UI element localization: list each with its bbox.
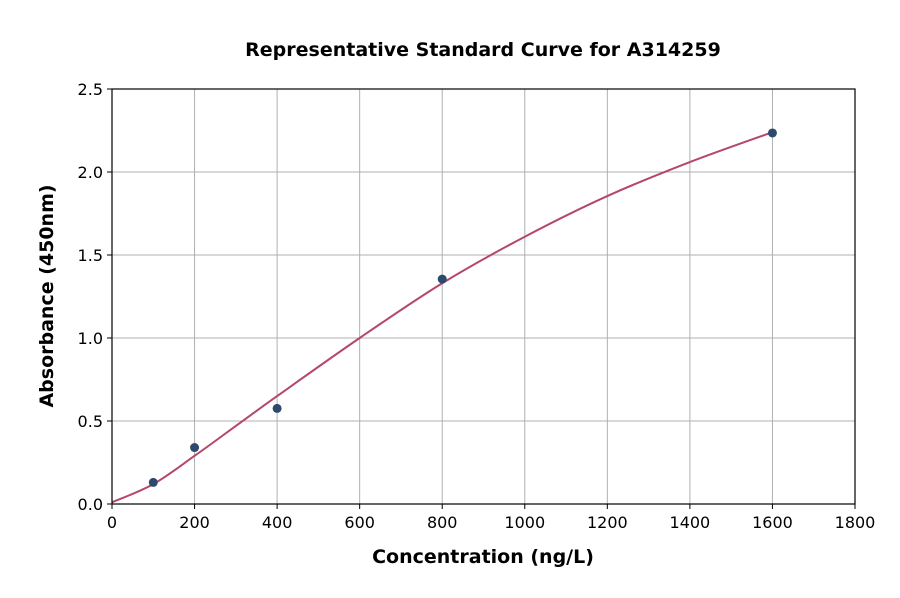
data-point [190, 443, 200, 453]
y-tick-label: 2.5 [78, 80, 103, 99]
x-tick-label: 1400 [670, 513, 711, 532]
x-tick-label: 200 [179, 513, 210, 532]
data-point [767, 128, 777, 138]
x-tick-label: 600 [344, 513, 375, 532]
data-point [148, 477, 158, 487]
chart-title: Representative Standard Curve for A31425… [245, 39, 721, 61]
x-axis-ticks: 0 200 400 600 800 1000 1200 1400 1600 1800 [107, 504, 875, 532]
x-tick-label: 800 [427, 513, 458, 532]
x-tick-label: 0 [107, 513, 117, 532]
x-tick-label: 1800 [835, 513, 876, 532]
plot-frame [111, 88, 856, 505]
data-point [272, 403, 282, 413]
y-tick-label: 0.0 [78, 495, 103, 514]
x-tick-label: 1600 [752, 513, 793, 532]
fit-curve [111, 131, 773, 504]
grid [111, 88, 856, 505]
x-tick-label: 400 [262, 513, 293, 532]
y-tick-label: 1.0 [78, 329, 103, 348]
y-axis-ticks: 0.0 0.5 1.0 1.5 2.0 2.5 [78, 80, 112, 514]
x-tick-label: 1200 [587, 513, 628, 532]
x-axis-label: Concentration (ng/L) [372, 546, 594, 568]
y-axis-label: Absorbance (450nm) [36, 184, 58, 407]
y-tick-label: 1.5 [78, 246, 103, 265]
y-tick-label: 0.5 [78, 412, 103, 431]
data-points [148, 128, 777, 487]
y-tick-label: 2.0 [78, 163, 103, 182]
x-tick-label: 1000 [504, 513, 545, 532]
data-point [437, 274, 447, 284]
